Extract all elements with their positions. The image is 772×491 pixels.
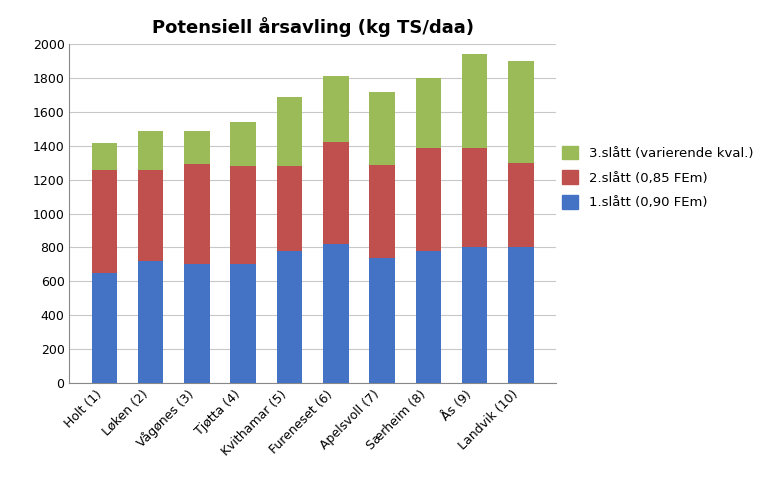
- Bar: [323, 244, 348, 383]
- Bar: [138, 131, 164, 169]
- Legend: 3.slått (varierende kval.), 2.slått (0,85 FEm), 1.slått (0,90 FEm): 3.slått (varierende kval.), 2.slått (0,8…: [563, 146, 753, 209]
- Bar: [369, 92, 394, 165]
- Bar: [277, 251, 303, 383]
- Bar: [231, 122, 256, 166]
- Bar: [92, 143, 117, 169]
- Bar: [508, 247, 533, 383]
- Bar: [231, 166, 256, 264]
- Bar: [185, 264, 210, 383]
- Bar: [415, 147, 441, 251]
- Bar: [415, 78, 441, 147]
- Bar: [323, 142, 348, 244]
- Bar: [185, 132, 210, 164]
- Bar: [277, 97, 303, 166]
- Bar: [508, 163, 533, 247]
- Bar: [138, 261, 164, 383]
- Bar: [138, 169, 164, 261]
- Title: Potensiell årsavling (kg TS/daa): Potensiell årsavling (kg TS/daa): [151, 17, 474, 37]
- Bar: [185, 164, 210, 264]
- Bar: [415, 251, 441, 383]
- Bar: [508, 61, 533, 163]
- Bar: [462, 247, 487, 383]
- Bar: [92, 169, 117, 273]
- Bar: [323, 77, 348, 142]
- Bar: [462, 54, 487, 147]
- Bar: [462, 147, 487, 247]
- Bar: [369, 258, 394, 383]
- Bar: [92, 273, 117, 383]
- Bar: [277, 166, 303, 251]
- Bar: [231, 264, 256, 383]
- Bar: [369, 165, 394, 258]
